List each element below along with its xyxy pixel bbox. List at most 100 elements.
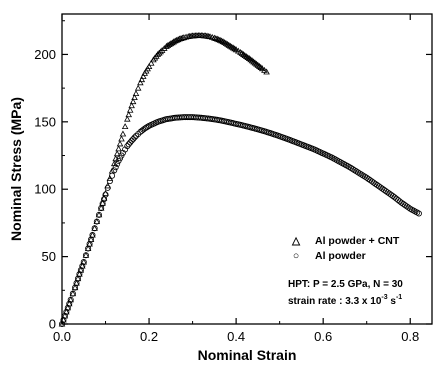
data-point-triangle (100, 194, 108, 201)
data-point-triangle (182, 33, 190, 40)
data-point-triangle (116, 140, 124, 147)
data-point-circle (109, 172, 116, 179)
x-tick-label: 0.2 (140, 329, 158, 344)
annotation-line2: strain rate : 3.3 x 10-3 s-1 (288, 294, 402, 307)
data-point-triangle (134, 84, 142, 91)
data-point-circle (80, 258, 87, 265)
data-point-triangle (58, 320, 66, 327)
data-point-triangle (82, 251, 90, 258)
data-point-triangle (69, 290, 77, 297)
data-point-circle (144, 123, 151, 130)
data-point-circle (59, 320, 66, 327)
data-point-circle (415, 210, 422, 217)
x-tick-label: 0.0 (53, 329, 71, 344)
data-point-circle (131, 134, 138, 141)
data-point-triangle (215, 36, 222, 43)
data-point-triangle (248, 57, 256, 64)
data-point-circle (60, 316, 67, 323)
data-point-triangle (91, 224, 98, 231)
data-point-triangle (110, 160, 118, 167)
data-point-triangle (137, 79, 144, 86)
data-point-triangle (131, 94, 138, 101)
data-point-circle (69, 290, 76, 297)
data-point-triangle (138, 76, 146, 83)
data-point-triangle (139, 73, 147, 79)
data-point-circle (124, 143, 131, 150)
data-point-triangle (242, 53, 250, 59)
data-point-triangle (256, 62, 263, 69)
data-point-triangle (253, 60, 260, 67)
series-al-powder (59, 114, 422, 327)
data-point-triangle (251, 59, 259, 66)
data-point-triangle (247, 56, 254, 63)
data-point-triangle (225, 41, 233, 48)
data-point-triangle (254, 61, 262, 68)
legend-label-al: Al powder (315, 250, 366, 262)
data-point-triangle (240, 51, 247, 57)
data-point-triangle (219, 38, 227, 45)
data-point-triangle (222, 40, 230, 46)
data-point-triangle (102, 189, 109, 196)
data-point-triangle (212, 35, 220, 42)
data-point-circle (77, 267, 84, 274)
data-point-triangle (245, 55, 253, 61)
data-point-circle (89, 232, 96, 239)
legend: △ Al powder + CNT ○ Al powder (291, 235, 400, 262)
data-point-circle (79, 263, 86, 270)
data-point-triangle (132, 90, 140, 97)
data-point-triangle (179, 34, 186, 41)
data-point-triangle (115, 145, 122, 152)
legend-symbol-cnt: △ (291, 235, 301, 247)
x-axis: 0.0 0.2 0.4 0.6 0.8 (53, 14, 419, 344)
y-tick-label: 200 (34, 47, 56, 62)
data-point-circle (114, 161, 121, 168)
data-point-triangle (71, 284, 79, 291)
data-point-triangle (213, 35, 221, 42)
data-point-circle (125, 141, 132, 148)
x-axis-label: Nominal Strain (198, 347, 297, 363)
data-point-triangle (228, 43, 236, 50)
data-point-triangle (145, 63, 153, 70)
data-point-circle (96, 211, 103, 218)
data-point-triangle (95, 211, 103, 218)
data-point-triangle (221, 39, 228, 46)
data-point-circle (106, 178, 113, 185)
data-point-triangle (180, 34, 188, 41)
data-point-triangle (237, 48, 244, 55)
annotation-line2-exp2: -1 (396, 294, 402, 301)
data-point-triangle (218, 37, 225, 44)
legend-label-cnt: Al powder + CNT (315, 235, 400, 247)
data-point-circle (141, 125, 148, 132)
data-point-circle (82, 252, 89, 259)
data-point-circle (93, 218, 100, 225)
data-point-triangle (263, 68, 270, 75)
data-point-circle (76, 271, 83, 278)
annotation-line2-prefix: strain rate : 3.3 x 10 (288, 296, 382, 307)
annotation: HPT: P = 2.5 GPa, N = 30 strain rate : 3… (288, 279, 403, 307)
y-tick-label: 0 (49, 317, 56, 332)
data-point-triangle (121, 123, 129, 130)
data-point-triangle (93, 218, 101, 225)
data-point-triangle (129, 98, 137, 105)
annotation-line2-exp1: -3 (381, 294, 387, 301)
data-point-triangle (125, 111, 133, 118)
data-point-triangle (257, 64, 265, 70)
data-point-triangle (113, 150, 121, 157)
data-point-circle (61, 312, 68, 319)
x-tick-label: 0.6 (314, 329, 332, 344)
data-point-triangle (229, 44, 237, 51)
data-point-triangle (126, 106, 134, 113)
x-tick-label: 0.8 (401, 329, 419, 344)
data-point-triangle (238, 50, 246, 56)
data-point-triangle (250, 58, 257, 65)
data-point-triangle (128, 102, 135, 109)
data-point-triangle (84, 245, 92, 252)
annotation-line2-mid: s (388, 296, 397, 307)
y-axis-label: Nominal Stress (MPa) (8, 97, 24, 241)
data-point-triangle (258, 65, 266, 72)
data-point-circle (127, 139, 134, 146)
data-point-triangle (170, 38, 178, 45)
plot-frame (61, 13, 433, 325)
data-point-triangle (124, 115, 131, 122)
